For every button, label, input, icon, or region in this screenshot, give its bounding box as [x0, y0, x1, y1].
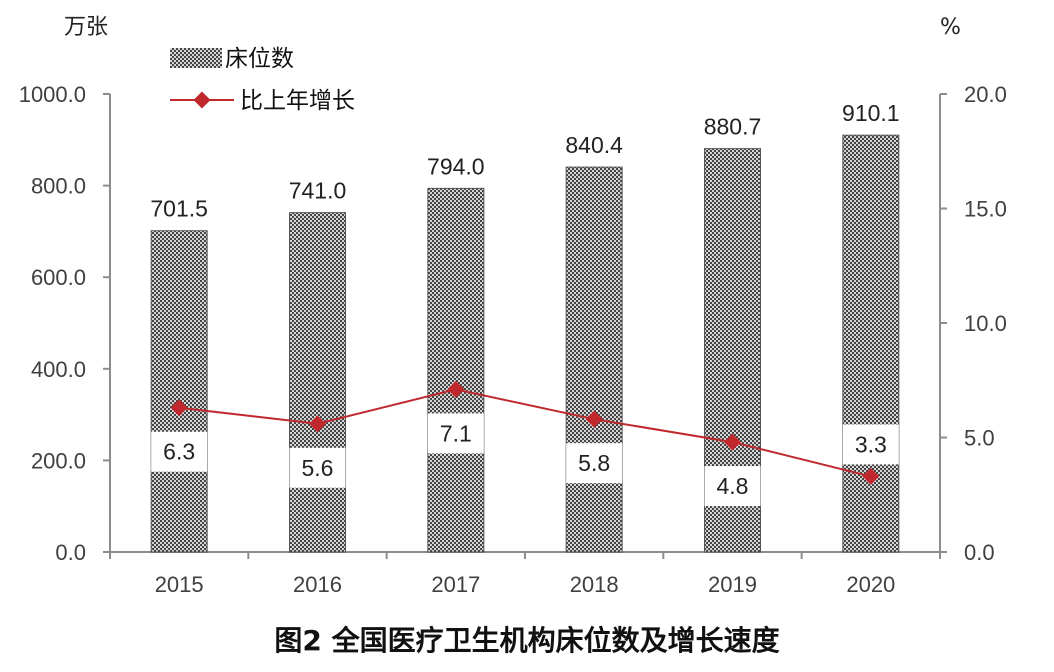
growth-value-label: 5.6: [302, 455, 334, 481]
bar-value-label: 880.7: [704, 114, 762, 140]
growth-point: [724, 433, 741, 451]
growth-label-box: [289, 447, 346, 488]
axes: [103, 93, 947, 559]
growth-point: [170, 399, 188, 417]
growth-point: [585, 410, 603, 428]
left-tick-label: 200.0: [31, 448, 86, 473]
left-tick-label: 600.0: [31, 265, 86, 290]
growth-point: [862, 467, 880, 485]
legend-line-marker: [193, 91, 211, 109]
bars: [150, 134, 900, 553]
bar-value-label: 840.4: [565, 132, 623, 158]
left-tick-label: 800.0: [31, 174, 86, 199]
bar-value-label: 794.0: [427, 153, 485, 179]
growth-point: [447, 380, 465, 398]
right-tick-label: 10.0: [964, 311, 1007, 336]
legend-bar-swatch: [170, 48, 222, 68]
x-tick-label: 2017: [431, 572, 480, 597]
left-tick-label: 1000.0: [19, 82, 86, 107]
x-tick-label: 2020: [846, 572, 895, 597]
right-tick-label: 5.0: [964, 426, 995, 451]
bar-value-label: 741.0: [289, 178, 347, 204]
left-tick-label: 0.0: [55, 540, 86, 565]
left-tick-label: 400.0: [31, 357, 86, 382]
left-axis-unit: 万张: [64, 15, 108, 40]
growth-value-label: 7.1: [440, 420, 472, 446]
growth-label-box: [151, 431, 208, 472]
bar-value-label: 701.5: [150, 196, 208, 222]
x-tick-label: 2015: [155, 572, 204, 597]
legend-line-label: 比上年增长: [240, 88, 355, 114]
right-tick-label: 0.0: [964, 540, 995, 565]
bar: [289, 212, 346, 553]
growth-label-box: [704, 466, 761, 507]
chart-caption: 图2 全国医疗卫生机构床位数及增长速度: [274, 624, 779, 657]
x-tick-label: 2016: [293, 572, 342, 597]
legend: 床位数 比上年增长: [170, 46, 355, 114]
growth-line: [179, 388, 872, 478]
growth-value-label: 6.3: [163, 439, 195, 465]
growth-value-label: 4.8: [717, 473, 749, 499]
right-tick-label: 20.0: [964, 82, 1007, 107]
bar: [842, 134, 900, 553]
bar-value-label: 910.1: [842, 100, 900, 126]
growth-value-label: 5.8: [578, 450, 610, 476]
growth-point: [309, 415, 326, 433]
bar: [150, 230, 208, 553]
growth-label-box: [427, 413, 484, 454]
right-tick-label: 15.0: [964, 197, 1007, 222]
right-axis-unit: %: [940, 15, 961, 40]
growth-value-label: 3.3: [855, 431, 887, 457]
bar: [565, 166, 623, 553]
growth-label-box: [842, 424, 899, 465]
x-tick-label: 2019: [708, 572, 757, 597]
growth-label-box: [566, 443, 623, 484]
x-tick-label: 2018: [570, 572, 619, 597]
legend-bar-label: 床位数: [225, 46, 294, 72]
tick-labels: 0.0 200.0 400.0 600.0 800.0 1000.0 0.0 5.0 10.0 1…: [19, 82, 1007, 597]
bar: [427, 187, 485, 553]
growth-line-series: 6.3 5.6 7.1 5.8 4.8 3.3: [151, 380, 899, 507]
